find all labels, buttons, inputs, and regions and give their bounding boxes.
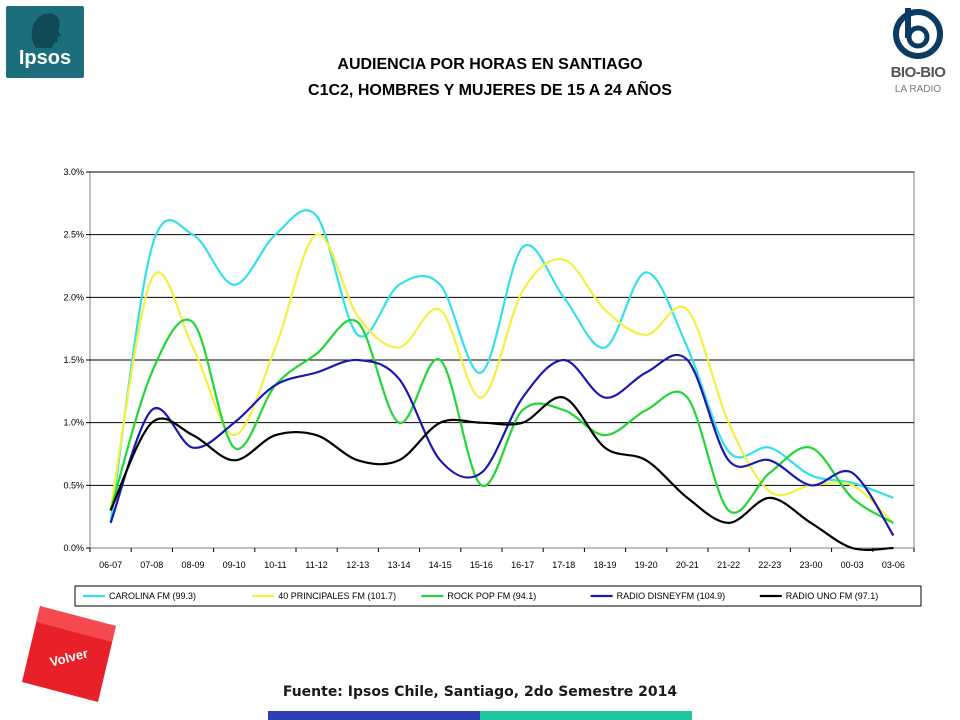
x-tick-label: 19-20 <box>635 560 658 570</box>
legend-label: RADIO DISNEYFM (104.9) <box>617 591 726 601</box>
x-tick-label: 00-03 <box>841 560 864 570</box>
y-tick-label: 1.0% <box>63 418 84 428</box>
x-tick-label: 08-09 <box>181 560 204 570</box>
x-tick-label: 21-22 <box>717 560 740 570</box>
x-tick-label: 23-00 <box>799 560 822 570</box>
x-tick-label: 10-11 <box>264 560 286 570</box>
x-tick-label: 17-18 <box>552 560 575 570</box>
chart-title-line1: AUDIENCIA POR HORAS EN SANTIAGO <box>337 56 643 73</box>
footer-bar-blue <box>268 711 480 720</box>
footer-bar-green <box>480 711 692 720</box>
ipsos-logo-text: Ipsos <box>18 47 72 69</box>
ipsos-head-icon <box>31 13 61 48</box>
biobio-mark-icon <box>893 8 943 59</box>
source-note: Fuente: Ipsos Chile, Santiago, 2do Semes… <box>282 684 678 700</box>
x-tick-label: 11-12 <box>305 560 327 570</box>
x-tick-label: 03-06 <box>882 560 905 570</box>
x-tick-label: 12-13 <box>346 560 369 570</box>
biobio-logo-text: BIO-BIO <box>890 64 946 81</box>
volver-button[interactable]: Volver <box>22 606 116 702</box>
x-tick-label: 14-15 <box>429 560 452 570</box>
ipsos-logo: Ipsos <box>6 6 84 78</box>
x-tick-label: 13-14 <box>387 560 410 570</box>
y-tick-label: 0.5% <box>63 480 84 490</box>
legend-label: RADIO UNO FM (97.1) <box>786 591 879 601</box>
series-line-4 <box>109 396 894 551</box>
x-tick-label: 22-23 <box>758 560 781 570</box>
legend-box <box>74 585 922 607</box>
legend-label: ROCK POP FM (94.1) <box>447 591 536 601</box>
x-tick-label: 18-19 <box>593 560 616 570</box>
y-tick-label: 0.0% <box>63 543 84 553</box>
series-line-0 <box>109 209 894 524</box>
y-tick-label: 2.5% <box>63 230 84 240</box>
legend-label: CAROLINA FM (99.3) <box>109 591 196 601</box>
series-line-3 <box>109 353 895 537</box>
y-tick-label: 2.0% <box>63 292 84 302</box>
series-line-2 <box>109 318 894 524</box>
chart-title-line2: C1C2, HOMBRES Y MUJERES DE 15 A 24 AÑOS <box>308 82 672 99</box>
y-tick-label: 1.5% <box>63 355 84 365</box>
y-tick-label: 3.0% <box>63 167 84 177</box>
biobio-logo: BIO-BIO LA RADIO <box>880 4 956 104</box>
x-tick-label: 07-08 <box>140 560 163 570</box>
series-line-1 <box>109 233 895 524</box>
x-tick-label: 06-07 <box>99 560 122 570</box>
biobio-logo-subtext: LA RADIO <box>894 84 942 95</box>
x-tick-label: 15-16 <box>470 560 493 570</box>
legend-label: 40 PRINCIPALES FM (101.7) <box>278 591 396 601</box>
x-tick-label: 16-17 <box>511 560 534 570</box>
x-tick-label: 20-21 <box>676 560 699 570</box>
x-tick-label: 09-10 <box>223 560 246 570</box>
